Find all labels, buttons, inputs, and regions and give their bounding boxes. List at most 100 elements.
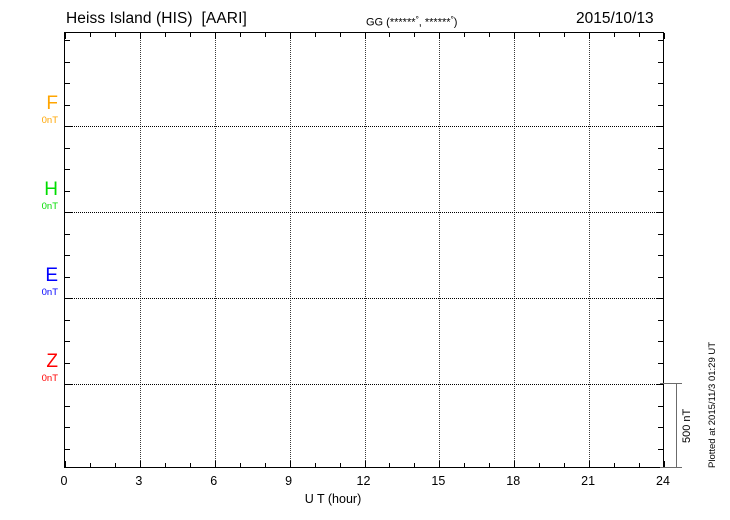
- y-axis-minor-tick: [658, 255, 663, 256]
- x-axis-minor-tick: [89, 463, 91, 467]
- x-axis-major-tick: [664, 33, 665, 39]
- coords-separator: ,: [418, 16, 425, 29]
- x-axis-minor-tick: [164, 463, 166, 467]
- y-axis-minor-tick: [658, 169, 663, 170]
- y-axis-minor-tick: [658, 62, 663, 63]
- x-axis-major-tick: [65, 461, 66, 467]
- x-axis-title-text: U T (hour): [304, 492, 362, 506]
- x-axis-major-tick: [289, 33, 291, 39]
- x-axis-minor-tick: [614, 33, 616, 37]
- y-axis-major-tick: [65, 298, 72, 299]
- x-axis-minor-tick: [114, 463, 116, 467]
- y-axis-minor-tick: [658, 148, 663, 149]
- coords-longitude-degree: °: [450, 14, 454, 24]
- y-axis-minor-tick: [658, 234, 663, 235]
- x-axis-tick-label: 9: [285, 474, 293, 488]
- y-axis-minor-tick: [65, 83, 70, 84]
- x-axis-major-tick: [664, 461, 665, 467]
- x-axis-minor-tick: [314, 463, 316, 467]
- x-axis-major-tick: [139, 461, 141, 467]
- x-axis-minor-tick: [464, 33, 466, 37]
- x-axis-major-tick: [289, 461, 291, 467]
- y-axis-minor-tick: [658, 406, 663, 407]
- x-axis-minor-tick: [389, 463, 391, 467]
- x-axis-minor-tick: [339, 33, 341, 37]
- coords-latitude: ******: [389, 16, 416, 29]
- x-axis-major-tick: [139, 33, 141, 39]
- component-baseline-value-z: 0nT: [41, 373, 58, 384]
- x-axis-tick-label: 0: [60, 474, 68, 488]
- y-axis-minor-tick: [65, 62, 70, 63]
- x-axis-minor-tick: [114, 33, 116, 37]
- y-axis-minor-tick: [65, 191, 70, 192]
- amplitude-scale-bar: [660, 383, 682, 468]
- x-axis-minor-tick: [639, 33, 641, 37]
- y-axis-minor-tick: [658, 277, 663, 278]
- x-axis-minor-tick: [614, 463, 616, 467]
- baseline-e: [65, 298, 663, 299]
- vertical-gridline: [139, 33, 141, 467]
- y-axis-major-tick: [656, 298, 663, 299]
- y-axis-minor-tick: [658, 105, 663, 106]
- scale-bar-top-cap: [660, 383, 682, 384]
- x-axis-major-tick: [514, 461, 516, 467]
- vertical-gridline: [214, 33, 216, 467]
- y-axis-minor-tick: [658, 427, 663, 428]
- x-axis-minor-tick: [564, 463, 566, 467]
- y-axis-minor-tick: [658, 320, 663, 321]
- vertical-gridline: [589, 33, 591, 467]
- y-axis-minor-tick: [65, 427, 70, 428]
- y-axis-minor-tick: [65, 406, 70, 407]
- component-label-z: Z 0nT: [14, 352, 58, 384]
- x-axis-minor-tick: [389, 33, 391, 37]
- x-axis-title: U T (hour): [0, 492, 730, 506]
- component-letter-f: F: [46, 93, 58, 114]
- coords-longitude: ******: [424, 16, 451, 29]
- x-axis-tick-label: 21: [581, 474, 596, 488]
- x-axis-minor-tick: [239, 463, 241, 467]
- vertical-gridline: [364, 33, 366, 467]
- component-baseline-value-h: 0nT: [41, 201, 58, 212]
- y-axis-minor-tick: [65, 255, 70, 256]
- y-axis-minor-tick: [65, 234, 70, 235]
- x-axis-major-tick: [364, 33, 366, 39]
- x-axis-minor-tick: [164, 33, 166, 37]
- x-axis-minor-tick: [564, 33, 566, 37]
- y-axis-minor-tick: [658, 341, 663, 342]
- observation-date: 2015/10/13: [576, 10, 654, 27]
- y-axis-minor-tick: [65, 277, 70, 278]
- y-axis-minor-tick: [65, 148, 70, 149]
- station-title: Heiss Island (HIS) [AARI]: [66, 10, 247, 27]
- x-axis-minor-tick: [539, 33, 541, 37]
- scale-bar-bottom-cap: [660, 467, 682, 468]
- component-label-h: H 0nT: [14, 180, 58, 212]
- y-axis-minor-tick: [658, 363, 663, 364]
- baseline-f: [65, 126, 663, 127]
- y-axis-minor-tick: [658, 83, 663, 84]
- plotted-at-stamp: Plotted at 2015/11/3 01:29 UT: [707, 341, 718, 468]
- coords-prefix: GG (: [366, 16, 390, 29]
- vertical-gridline: [439, 33, 441, 467]
- y-axis-major-tick: [656, 384, 663, 385]
- x-axis-major-tick: [589, 33, 591, 39]
- y-axis-minor-tick: [65, 40, 70, 41]
- x-axis-tick-label: 6: [210, 474, 218, 488]
- x-axis-minor-tick: [539, 463, 541, 467]
- x-axis-minor-tick: [414, 33, 416, 37]
- baseline-z: [65, 384, 663, 385]
- geographic-coordinates: GG (******°, ******°): [366, 14, 457, 29]
- baseline-h: [65, 212, 663, 213]
- x-axis-tick-label: 15: [431, 474, 446, 488]
- x-axis-minor-tick: [264, 33, 266, 37]
- y-axis-minor-tick: [65, 105, 70, 106]
- coords-suffix: ): [453, 16, 458, 29]
- component-label-f: F 0nT: [14, 94, 58, 126]
- x-axis-minor-tick: [264, 463, 266, 467]
- x-axis-minor-tick: [239, 33, 241, 37]
- y-axis-minor-tick: [658, 449, 663, 450]
- y-axis-major-tick: [656, 212, 663, 213]
- y-axis-minor-tick: [65, 341, 70, 342]
- x-axis-minor-tick: [339, 463, 341, 467]
- x-axis-minor-tick: [489, 33, 491, 37]
